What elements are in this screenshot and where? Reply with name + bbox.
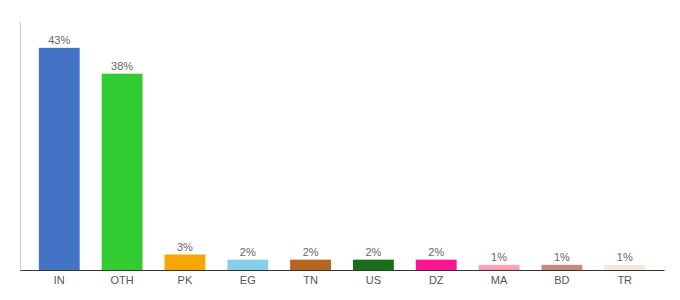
x-tick-label: DZ: [429, 274, 444, 286]
y-axis: [20, 23, 21, 271]
bar: [416, 260, 457, 270]
x-tick: DZ: [429, 274, 444, 286]
data-label: 2%: [303, 246, 319, 258]
data-label: 2%: [365, 246, 381, 258]
bar: [541, 265, 582, 270]
data-label: 2%: [240, 246, 256, 258]
x-tick: BD: [554, 274, 569, 286]
data-label: 1%: [554, 251, 570, 263]
y-axis-line: [20, 23, 21, 271]
data-label: 1%: [617, 251, 633, 263]
x-tick: EG: [240, 274, 256, 286]
data-label: 2%: [428, 246, 444, 258]
plot-area: IN OTH PK EG TN US DZ MA BD TR 43% 38% 3% 2% 2% 2% 2% 1% 1…: [21, 23, 665, 286]
data-label: 3%: [177, 241, 193, 253]
x-tick-label: US: [366, 274, 381, 286]
x-tick: PK: [178, 274, 193, 286]
x-tick-label: MA: [491, 274, 508, 286]
bar: [604, 265, 645, 270]
data-label: 38%: [111, 60, 133, 72]
x-tick-label: PK: [178, 274, 193, 286]
bar: [227, 260, 268, 270]
data-label: 1%: [491, 251, 507, 263]
x-tick: US: [366, 274, 381, 286]
x-tick: MA: [491, 274, 508, 286]
x-tick-label: TN: [303, 274, 318, 286]
chart-svg: IN OTH PK EG TN US DZ MA BD TR 43% 38% 3% 2% 2% 2% 2% 1% 1…: [0, 0, 680, 300]
x-tick-label: BD: [554, 274, 569, 286]
bar: [39, 48, 80, 270]
x-axis-line: [21, 270, 665, 271]
bar: [479, 265, 520, 270]
bar: [290, 260, 331, 270]
x-tick-label: IN: [54, 274, 65, 286]
bar: [165, 255, 206, 271]
x-tick-label: EG: [240, 274, 256, 286]
x-tick: TR: [617, 274, 632, 286]
x-tick-label: TR: [617, 274, 632, 286]
x-tick: IN: [54, 274, 65, 286]
data-label: 43%: [48, 34, 70, 46]
data-labels: 43% 38% 3% 2% 2% 2% 2% 1% 1% 1%: [48, 34, 633, 263]
x-tick-label: OTH: [110, 274, 133, 286]
bar: [353, 260, 394, 270]
x-tick: OTH: [110, 274, 133, 286]
bar: [102, 74, 143, 270]
x-axis: IN OTH PK EG TN US DZ MA BD TR: [21, 271, 665, 286]
x-tick: TN: [303, 274, 318, 286]
bars: [39, 48, 645, 270]
